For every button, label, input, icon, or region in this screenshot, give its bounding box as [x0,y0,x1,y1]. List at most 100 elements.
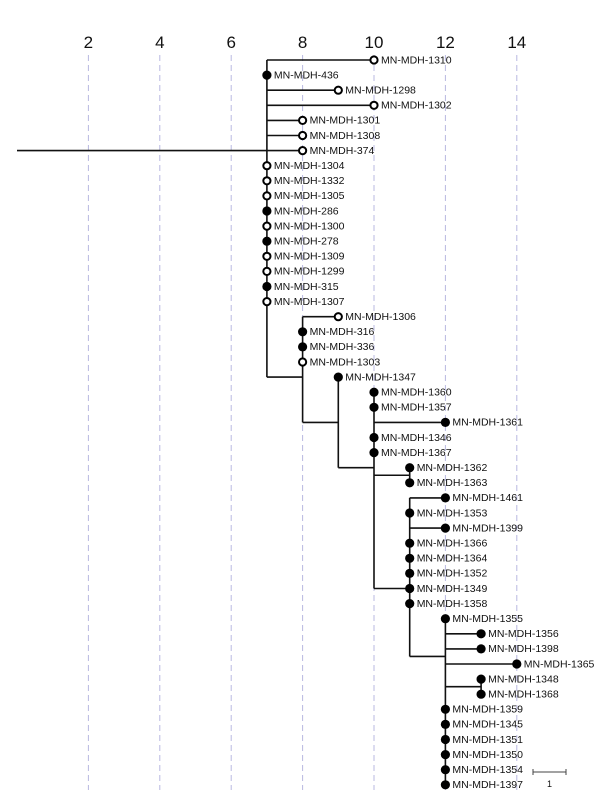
tip-label: MN-MDH-1355 [452,613,523,625]
filled-node-icon [405,583,415,594]
filled-node-icon [440,719,450,730]
tip-label: MN-MDH-1360 [381,386,452,398]
open-node-icon [369,55,379,65]
tip: MN-MDH-1360 [369,386,452,398]
tip: MN-MDH-1365 [512,658,595,670]
tip-label: MN-MDH-1306 [345,311,416,323]
filled-node-icon [476,644,486,654]
filled-node-icon [262,236,272,246]
open-node-icon [262,161,272,171]
tip-label: MN-MDH-1346 [381,432,452,444]
tip-label: MN-MDH-1357 [381,402,452,414]
axis-tick-label: 4 [155,33,164,52]
tip-label: MN-MDH-1304 [274,160,345,172]
filled-node-icon [405,568,415,579]
tip: MN-MDH-1398 [476,643,559,655]
tip: MN-MDH-1310 [369,54,452,66]
tip: MN-MDH-1306 [333,311,416,323]
tip: MN-MDH-1332 [262,175,345,187]
tip-label: MN-MDH-1307 [274,296,345,308]
tip: MN-MDH-278 [262,235,339,247]
tip: MN-MDH-1355 [440,613,523,625]
filled-node-icon [440,750,450,760]
axis-tick-label: 10 [365,33,384,52]
tip-label: MN-MDH-1345 [452,719,523,731]
tip: MN-MDH-1348 [476,673,559,685]
tip: MN-MDH-374 [298,145,375,157]
tip-label: MN-MDH-1350 [452,749,523,761]
tip: MN-MDH-1354 [440,764,523,776]
tip: MN-MDH-1397 [440,779,523,791]
open-node-icon [298,130,308,141]
tip: MN-MDH-1359 [440,704,523,716]
tip: MN-MDH-1367 [369,447,452,459]
filled-node-icon [440,780,450,790]
open-node-icon [262,176,272,186]
tip: MN-MDH-1308 [298,130,380,142]
tip: MN-MDH-1304 [262,160,345,172]
tree-tips: MN-MDH-1310 MN-MDH-436 MN-MDH-1298 MN-MDH-1… [262,54,595,791]
tip-label: MN-MDH-1354 [452,764,523,776]
tip: MN-MDH-1349 [405,583,487,595]
axis-tick-label: 12 [436,33,455,52]
tip-label: MN-MDH-1298 [345,84,416,96]
tip: MN-MDH-436 [262,69,339,81]
filled-node-icon [440,417,450,427]
filled-node-icon [405,478,415,488]
tip-label: MN-MDH-1349 [417,583,488,595]
tip: MN-MDH-1301 [298,115,381,127]
filled-node-icon [440,734,450,745]
tip-label: MN-MDH-1359 [452,704,523,716]
tip-label: MN-MDH-1364 [417,553,488,565]
scale-bar-label: 1 [547,779,552,789]
tip-label: MN-MDH-336 [310,341,375,353]
tip-label: MN-MDH-1348 [488,673,559,685]
tip: MN-MDH-1302 [369,100,452,112]
tip-label: MN-MDH-1461 [452,492,523,504]
open-node-icon [262,221,272,231]
open-node-icon [262,297,272,307]
tip-label: MN-MDH-1399 [452,522,523,534]
tip: MN-MDH-1352 [405,568,487,580]
tip-label: MN-MDH-374 [310,145,375,157]
axis-tick-label: 6 [226,33,235,52]
tip: MN-MDH-1346 [369,432,452,444]
tip: MN-MDH-1298 [333,84,416,96]
tip-label: MN-MDH-1303 [310,356,381,368]
open-node-icon [369,100,379,110]
filled-node-icon [262,70,272,80]
filled-node-icon [262,206,272,216]
tip-label: MN-MDH-1356 [488,628,559,640]
tip-label: MN-MDH-1300 [274,220,345,232]
filled-node-icon [512,659,522,669]
filled-node-icon [440,704,450,714]
tip-label: MN-MDH-1363 [417,477,488,489]
tip-label: MN-MDH-1352 [417,568,488,580]
tip: MN-MDH-1303 [298,356,381,368]
tip-label: MN-MDH-315 [274,281,339,293]
filled-node-icon [262,281,272,292]
tip: MN-MDH-1356 [476,628,559,640]
filled-node-icon [298,342,308,352]
tip-label: MN-MDH-1367 [381,447,452,459]
tip: MN-MDH-315 [262,281,339,293]
tip: MN-MDH-336 [298,341,375,353]
tip: MN-MDH-316 [298,326,375,338]
tip-label: MN-MDH-1332 [274,175,345,187]
tip-label: MN-MDH-1358 [417,598,488,610]
tip: MN-MDH-1345 [440,719,523,731]
tip-label: MN-MDH-1301 [310,115,381,127]
tip: MN-MDH-1363 [405,477,487,489]
axis-tick-label: 14 [507,33,526,52]
filled-node-icon [405,553,415,563]
tip: MN-MDH-1461 [440,492,523,504]
tip-label: MN-MDH-278 [274,235,339,247]
tip: MN-MDH-1300 [262,220,345,232]
tip: MN-MDH-1350 [440,749,523,761]
open-node-icon [298,357,308,367]
filled-node-icon [476,689,486,699]
axis-grid: 2 4 6 8 10 12 14 [84,33,526,790]
filled-node-icon [440,493,450,503]
tip-label: MN-MDH-1347 [345,371,416,383]
